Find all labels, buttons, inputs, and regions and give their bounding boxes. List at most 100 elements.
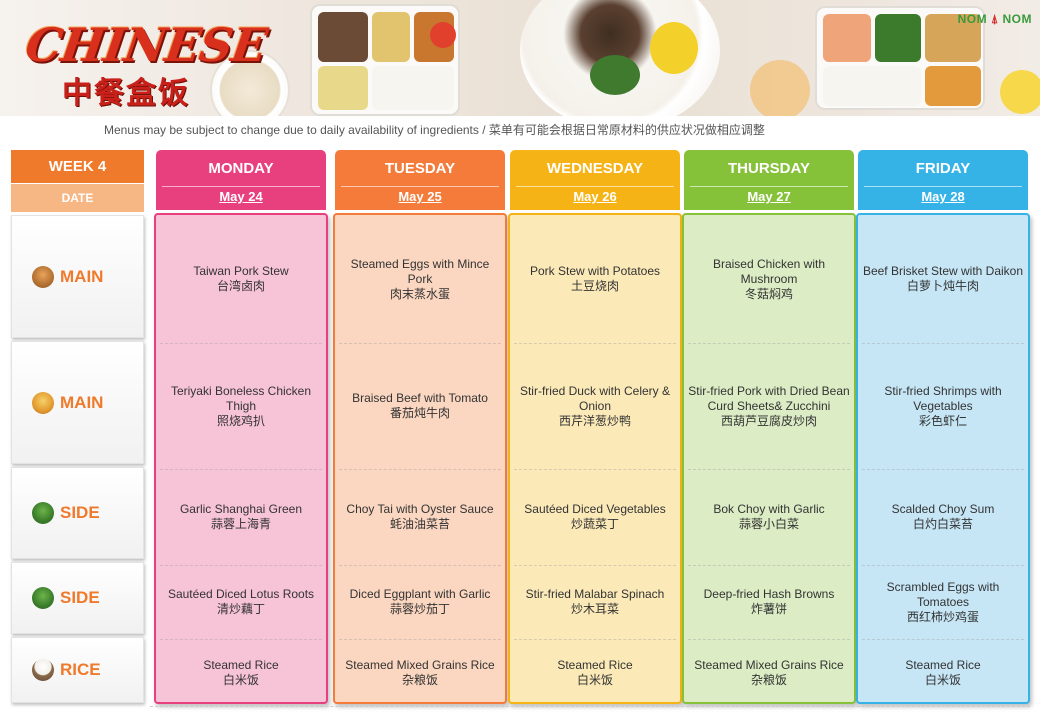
day-name: THURSDAY <box>728 160 810 177</box>
menu-item-english: Scrambled Eggs with Tomatoes <box>886 579 1000 609</box>
menu-item-chinese: 白灼白菜苔 <box>912 517 973 531</box>
menu-item-chinese: 蒜蓉上海青 <box>210 517 271 531</box>
day-column-monday: Taiwan Pork Stew 台湾卤肉 Teriyaki Boneless Ch… <box>154 213 328 704</box>
day-column-thursday: Braised Chicken with Mushroom 冬菇焖鸡 Stir-fr… <box>682 213 856 704</box>
menu-item-chinese: 杂粮饭 <box>401 672 438 687</box>
row-divider <box>339 469 501 470</box>
menu-item-english: Deep-fried Hash Browns <box>703 587 835 601</box>
row-label-main-2: MAIN <box>11 341 144 464</box>
day-name: FRIDAY <box>915 160 971 177</box>
row-divider <box>862 639 1024 640</box>
menu-item-chinese: 白米饭 <box>576 672 613 687</box>
menu-item-chinese: 土豆烧肉 <box>570 279 619 293</box>
menu-item: Braised Chicken with Mushroom 冬菇焖鸡 <box>684 215 854 343</box>
menu-item-english: Stir-fried Pork with Dried Bean Curd She… <box>688 383 850 413</box>
row-divider <box>862 343 1024 344</box>
menu-item-english: Steamed Rice <box>557 657 633 672</box>
menu-item-english: Choy Tai with Oyster Sauce <box>346 502 494 516</box>
menu-item: Choy Tai with Oyster Sauce 蚝油油菜苔 <box>335 469 505 565</box>
day-header-thursday: THURSDAY May 27 <box>684 150 854 210</box>
menu-item: Stir-fried Malabar Spinach 炒木耳菜 <box>510 565 680 639</box>
menu-item: Taiwan Pork Stew 台湾卤肉 <box>156 215 326 343</box>
menu-item: Garlic Shanghai Green 蒜蓉上海青 <box>156 469 326 565</box>
soup-bowl-image <box>210 50 290 116</box>
menu-item-english: Steamed Mixed Grains Rice <box>345 657 495 672</box>
menu-item: Steamed Rice 白米饭 <box>156 639 326 706</box>
day-date: May 24 <box>162 186 320 208</box>
menu-item-chinese: 冬菇焖鸡 <box>744 286 793 301</box>
menu-item-english: Teriyaki Boneless Chicken Thigh <box>170 383 312 413</box>
day-header-tuesday: TUESDAY May 25 <box>335 150 505 210</box>
row-divider <box>514 639 676 640</box>
menu-item-english: Garlic Shanghai Green <box>179 502 303 516</box>
menu-item: Sautéed Diced Vegetables 炒蔬菜丁 <box>510 469 680 565</box>
menu-item-chinese: 炸薯饼 <box>750 602 787 616</box>
row-divider <box>514 343 676 344</box>
menu-item-english: Steamed Rice <box>905 657 981 672</box>
menu-item-chinese: 蒜蓉炒茄丁 <box>389 602 450 616</box>
menu-item-chinese: 西芹洋葱炒鸭 <box>558 413 631 428</box>
row-divider <box>862 565 1024 566</box>
menu-item: Pork Stew with Potatoes 土豆烧肉 <box>510 215 680 343</box>
greens-icon <box>32 502 54 524</box>
row-label-rice: RICE <box>11 637 144 703</box>
rice-bowl-icon <box>32 659 54 681</box>
menu-item-chinese: 彩色虾仁 <box>918 413 967 428</box>
menu-item-chinese: 照烧鸡扒 <box>216 413 265 428</box>
menu-item-chinese: 番茄炖牛肉 <box>389 406 450 420</box>
menu-item-chinese: 西红柿炒鸡蛋 <box>906 609 979 624</box>
menu-item-chinese: 清炒藕丁 <box>216 602 265 616</box>
menu-item-english: Braised Chicken with Mushroom <box>712 256 826 286</box>
day-column-friday: Beef Brisket Stew with Daikon 白萝卜炖牛肉 Stir-… <box>856 213 1030 704</box>
day-date: May 26 <box>516 186 674 208</box>
day-header-monday: MONDAY May 24 <box>156 150 326 210</box>
menu-item-english: Bok Choy with Garlic <box>713 502 825 516</box>
menu-disclaimer: Menus may be subject to change due to da… <box>104 123 765 137</box>
menu-item-chinese: 肉末蒸水蛋 <box>389 286 450 301</box>
menu-item: Steamed Rice 白米饭 <box>510 639 680 706</box>
row-divider <box>339 639 501 640</box>
nomnom-logo: NOM ⍋ NOM <box>957 12 1032 26</box>
row-divider <box>862 469 1024 470</box>
menu-item-chinese: 炒蔬菜丁 <box>570 517 619 531</box>
menu-item-english: Stir-fried Shrimps with Vegetables <box>884 383 1002 413</box>
menu-item-english: Diced Eggplant with Garlic <box>349 587 491 601</box>
menu-item-english: Beef Brisket Stew with Daikon <box>862 264 1024 278</box>
corn-image <box>650 22 698 74</box>
week-label: WEEK 4 <box>11 150 144 183</box>
row-divider <box>688 469 850 470</box>
row-divider <box>339 565 501 566</box>
row-divider <box>160 565 322 566</box>
row-label-side-1: SIDE <box>11 467 144 559</box>
day-column-tuesday: Steamed Eggs with Mince Pork 肉末蒸水蛋 Braised… <box>333 213 507 704</box>
menu-item: Scrambled Eggs with Tomatoes 西红柿炒鸡蛋 <box>858 565 1028 639</box>
fork-icon: ⍋ <box>987 12 1003 26</box>
menu-item-english: Steamed Eggs with Mince Pork <box>350 256 490 286</box>
menu-item-english: Stir-fried Malabar Spinach <box>525 587 665 601</box>
menu-item: Stir-fried Duck with Celery & Onion 西芹洋葱炒… <box>510 343 680 469</box>
menu-item: Diced Eggplant with Garlic 蒜蓉炒茄丁 <box>335 565 505 639</box>
menu-item: Bok Choy with Garlic 蒜蓉小白菜 <box>684 469 854 565</box>
day-header-friday: FRIDAY May 28 <box>858 150 1028 210</box>
lemon-image <box>1000 70 1040 114</box>
menu-item-english: Scalded Choy Sum <box>891 502 995 516</box>
day-date: May 28 <box>864 186 1022 208</box>
logo-chinese-characters: 中餐盒饭 <box>62 76 190 111</box>
orange-image <box>750 60 810 116</box>
menu-item-chinese: 台湾卤肉 <box>216 279 265 293</box>
row-divider <box>514 469 676 470</box>
day-column-wednesday: Pork Stew with Potatoes 土豆烧肉 Stir-fried Du… <box>508 213 682 704</box>
menu-item-chinese: 白萝卜炖牛肉 <box>906 279 979 293</box>
menu-item: Stir-fried Pork with Dried Bean Curd She… <box>684 343 854 469</box>
row-divider <box>514 565 676 566</box>
greens-image <box>590 55 640 95</box>
logo-chinese: CHINESE <box>22 18 270 72</box>
menu-item-chinese: 蒜蓉小白菜 <box>738 517 799 531</box>
menu-item-english: Steamed Mixed Grains Rice <box>694 657 844 672</box>
menu-item-english: Taiwan Pork Stew <box>193 264 289 278</box>
row-label-side-2: SIDE <box>11 562 144 634</box>
row-divider <box>688 639 850 640</box>
menu-item-english: Sautéed Diced Vegetables <box>524 502 666 516</box>
day-name: WEDNESDAY <box>546 160 644 177</box>
menu-item: Scalded Choy Sum 白灼白菜苔 <box>858 469 1028 565</box>
